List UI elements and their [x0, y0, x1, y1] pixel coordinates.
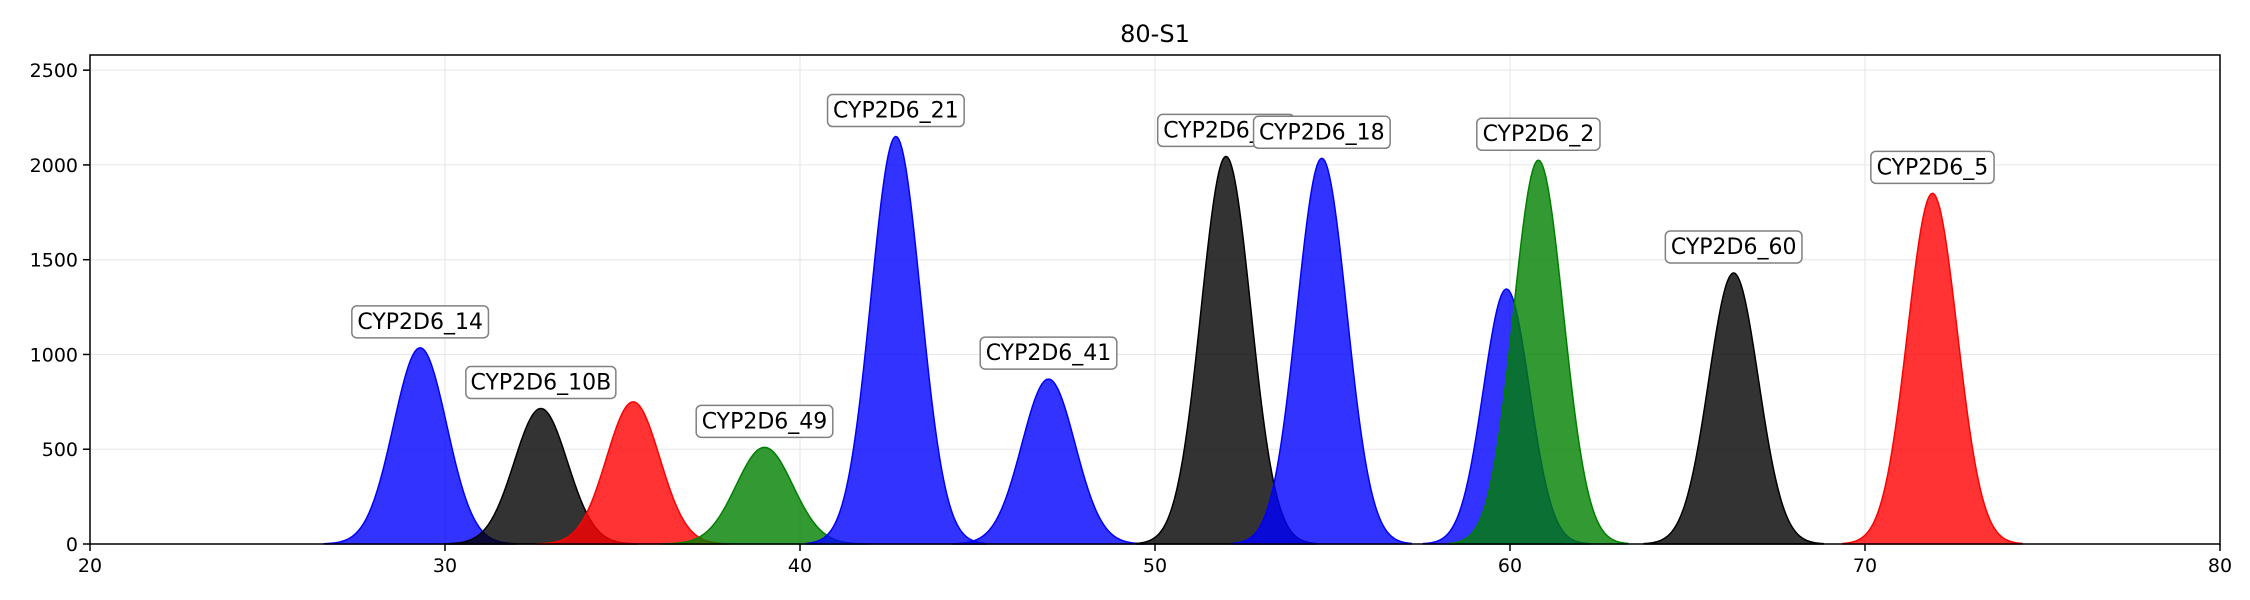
peak-label: CYP2D6_2: [1483, 122, 1595, 147]
peak-blue: [1231, 157, 1413, 545]
peak-label-box: [1664, 230, 1803, 264]
peak-labels: CYP2D6_14 CYP2D6_10B CYP2D6_49 CYP2D6_21 CYP…: [351, 93, 1995, 439]
y-tick-label: 500: [42, 439, 78, 461]
peak-label: CYP2D6_41: [986, 341, 1112, 366]
peak-label-box: [1252, 115, 1391, 150]
x-tick-label: 20: [78, 555, 102, 577]
peak-green: [1448, 159, 1629, 545]
y-tick-label: 1500: [30, 250, 78, 272]
y-tick-label: 1000: [30, 344, 78, 366]
x-tick-label: 70: [1853, 555, 1877, 577]
peak-label-box: [1476, 117, 1601, 151]
peak-label: CYP2D6_49: [702, 409, 828, 434]
peak-blue: [805, 135, 987, 545]
peak-black: [1643, 272, 1824, 545]
peak-red: [1842, 192, 2023, 545]
chart-title: 80-S1: [1120, 20, 1190, 48]
peaks: [323, 135, 2023, 545]
grid: [89, 55, 2221, 545]
x-tick-label: 40: [788, 555, 812, 577]
peak-label-box: [826, 93, 965, 128]
peak-label: CYP2D6_10B: [470, 370, 611, 395]
x-tick-label: 80: [2208, 555, 2232, 577]
x-tick-label: 30: [433, 555, 457, 577]
y-tick-label: 0: [66, 534, 78, 556]
peak-label: CYP2D6_18: [1259, 120, 1385, 145]
axes: 20 30 40 50 60 70 80 0 500 1000 1500 2000 2500: [30, 60, 2232, 577]
peak-label-box: [351, 305, 490, 339]
peak-label: CYP2D6_5: [1877, 155, 1989, 180]
peak-label: CYP2D6_60: [1671, 235, 1797, 260]
x-tick-label: 50: [1143, 555, 1167, 577]
peak-label-box: [465, 365, 617, 400]
x-tick-label: 60: [1498, 555, 1522, 577]
y-tick-label: 2000: [30, 155, 78, 177]
y-tick-label: 2500: [30, 60, 78, 82]
peak-label-box: [695, 404, 834, 439]
peak-label-box: [1870, 150, 1995, 185]
peak-label-box: [979, 336, 1118, 370]
peak-label: CYP2D6_21: [833, 99, 959, 124]
peak-label: CYP2D6_14: [357, 310, 483, 335]
peak-blue: [951, 378, 1146, 545]
